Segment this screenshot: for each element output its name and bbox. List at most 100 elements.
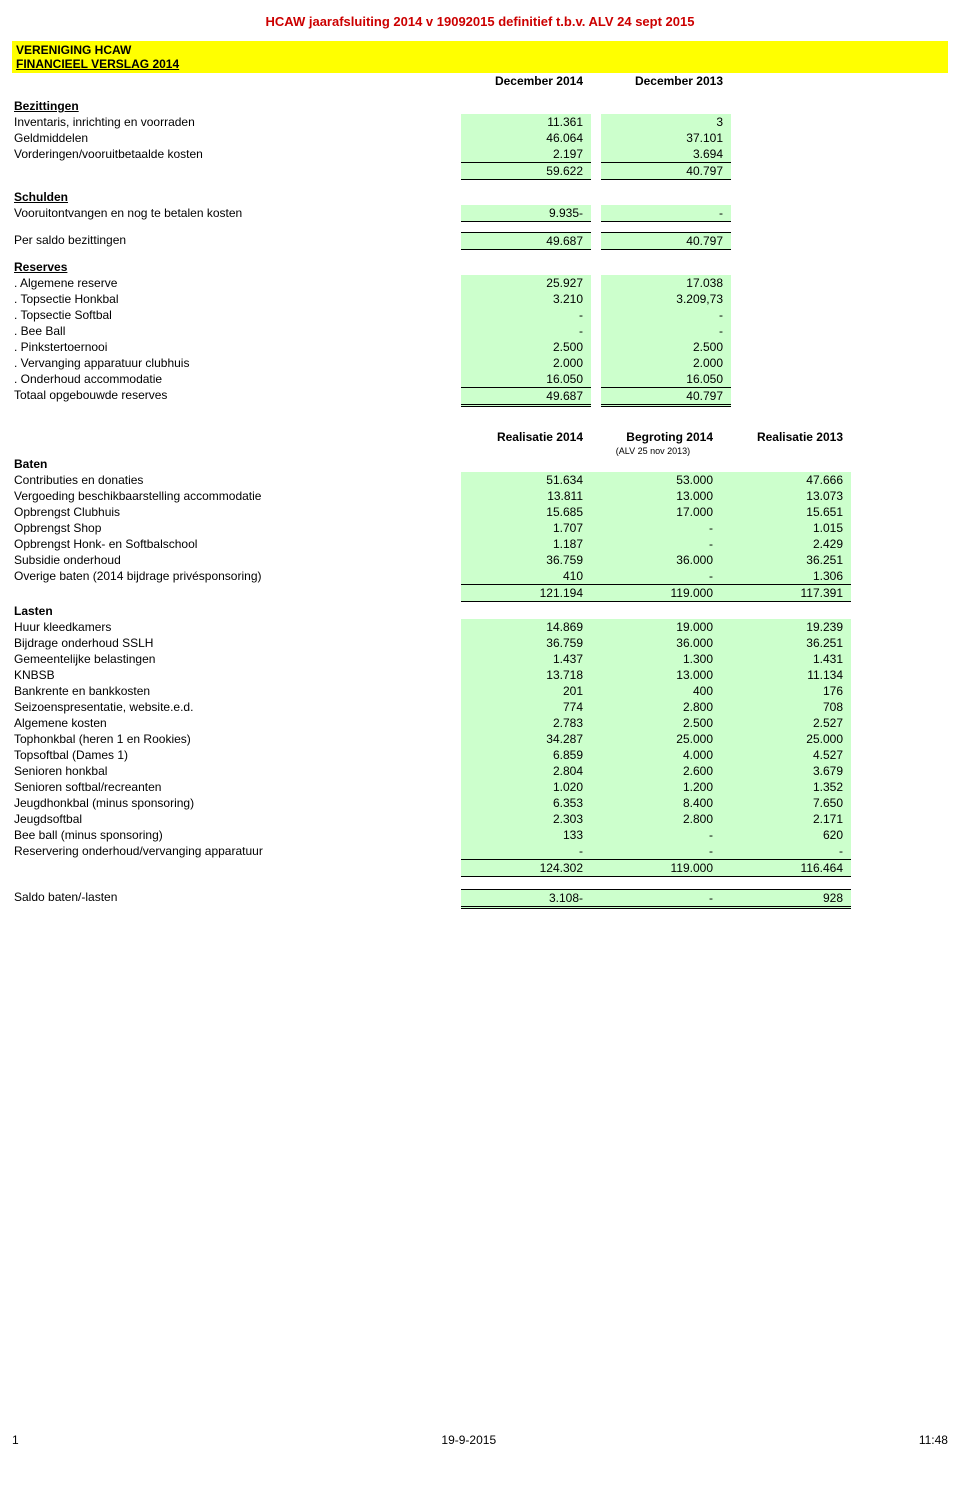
row-label: Vergoeding beschikbaarstelling accommoda… (12, 488, 461, 504)
value-cell: 1.352 (721, 779, 851, 795)
table-row: Vorderingen/vooruitbetaalde kosten 2.197… (12, 146, 948, 162)
table-row: Opbrengst Clubhuis 15.685 17.000 15.651 (12, 504, 948, 520)
value-cell: 37.101 (601, 130, 731, 146)
row-label: Seizoenspresentatie, website.e.d. (12, 699, 461, 715)
table-row: . Algemene reserve 25.927 17.038 (12, 275, 948, 291)
section-baten: Baten (12, 457, 461, 472)
value-cell: 53.000 (591, 472, 721, 488)
value-cell: 14.869 (461, 619, 591, 635)
value-cell: 6.859 (461, 747, 591, 763)
footer-time: 11:48 (919, 1433, 948, 1447)
value-cell: 36.759 (461, 635, 591, 651)
total-cell: 59.622 (461, 162, 591, 180)
value-cell: - (461, 307, 591, 323)
total-cell: 117.391 (721, 584, 851, 602)
value-cell: 4.000 (591, 747, 721, 763)
value-cell: 1.437 (461, 651, 591, 667)
table-row: Bankrente en bankkosten201400176 (12, 683, 948, 699)
bezittingen-total: 59.622 40.797 (12, 162, 948, 180)
row-label: Opbrengst Shop (12, 520, 461, 536)
row-label: . Pinkstertoernooi (12, 339, 461, 355)
row-label: . Bee Ball (12, 323, 461, 339)
top-col-headers: December 2014 December 2013 (12, 73, 948, 89)
value-cell: - (591, 536, 721, 552)
total-cell: 40.797 (601, 162, 731, 180)
value-cell: - (591, 568, 721, 584)
value-cell: 13.811 (461, 488, 591, 504)
value-cell: 2.500 (461, 339, 591, 355)
row-label: Huur kleedkamers (12, 619, 461, 635)
value-cell: - (591, 827, 721, 843)
table-row: Tophonkbal (heren 1 en Rookies)34.28725.… (12, 731, 948, 747)
table-row: Vergoeding beschikbaarstelling accommoda… (12, 488, 948, 504)
table-row: Jeugdhonkbal (minus sponsoring)6.3538.40… (12, 795, 948, 811)
row-label: KNBSB (12, 667, 461, 683)
total-cell: 119.000 (591, 859, 721, 877)
value-cell: 19.239 (721, 619, 851, 635)
value-cell: 3.209,73 (601, 291, 731, 307)
value-cell: 9.935- (461, 205, 591, 222)
value-cell: 2.171 (721, 811, 851, 827)
value-cell: - (591, 520, 721, 536)
table-row: Seizoenspresentatie, website.e.d.7742.80… (12, 699, 948, 715)
row-label: Subsidie onderhoud (12, 552, 461, 568)
table-row: Reservering onderhoud/vervanging apparat… (12, 843, 948, 859)
footer-date: 19-9-2015 (441, 1433, 496, 1447)
total-cell: 121.194 (461, 584, 591, 602)
table-row: Geldmiddelen 46.064 37.101 (12, 130, 948, 146)
row-label: Jeugdhonkbal (minus sponsoring) (12, 795, 461, 811)
total-cell: 49.687 (461, 232, 591, 250)
table-row: Bijdrage onderhoud SSLH36.75936.00036.25… (12, 635, 948, 651)
value-cell: 1.306 (721, 568, 851, 584)
table-row: Gemeentelijke belastingen1.4371.3001.431 (12, 651, 948, 667)
table-row: Vooruitontvangen en nog te betalen koste… (12, 205, 948, 222)
value-cell: 1.020 (461, 779, 591, 795)
table-row: . Topsectie Honkbal 3.210 3.209,73 (12, 291, 948, 307)
value-cell: 51.634 (461, 472, 591, 488)
value-cell: 36.759 (461, 552, 591, 568)
value-cell: 17.038 (601, 275, 731, 291)
report-title: FINANCIEEL VERSLAG 2014 (16, 57, 944, 71)
table-row: Algemene kosten2.7832.5002.527 (12, 715, 948, 731)
row-label: Opbrengst Clubhuis (12, 504, 461, 520)
three-col-subheader: (ALV 25 nov 2013) (12, 445, 948, 457)
reserves-total: Totaal opgebouwde reserves 49.687 40.797 (12, 387, 948, 407)
row-label: Totaal opgebouwde reserves (12, 387, 461, 407)
value-cell: 19.000 (591, 619, 721, 635)
row-label: Jeugdsoftbal (12, 811, 461, 827)
section-schulden: Schulden (12, 180, 461, 205)
value-cell: 1.200 (591, 779, 721, 795)
value-cell: 1.300 (591, 651, 721, 667)
col-header-2: December 2013 (601, 73, 731, 89)
value-cell: 708 (721, 699, 851, 715)
value-cell: 36.251 (721, 552, 851, 568)
table-row: Huur kleedkamers14.86919.00019.239 (12, 619, 948, 635)
table-row: Senioren softbal/recreanten1.0201.2001.3… (12, 779, 948, 795)
table-row: . Onderhoud accommodatie 16.050 16.050 (12, 371, 948, 387)
col-header-2: Begroting 2014 (591, 429, 721, 445)
value-cell: 47.666 (721, 472, 851, 488)
page-footer: 1 19-9-2015 11:48 (0, 1429, 960, 1451)
value-cell: - (601, 307, 731, 323)
value-cell: 46.064 (461, 130, 591, 146)
doc-title: HCAW jaarafsluiting 2014 v 19092015 defi… (12, 8, 948, 41)
title-band: VERENIGING HCAW FINANCIEEL VERSLAG 2014 (12, 41, 948, 73)
table-row: Bee ball (minus sponsoring)133-620 (12, 827, 948, 843)
per-saldo-row: Per saldo bezittingen 49.687 40.797 (12, 232, 948, 250)
row-label: Opbrengst Honk- en Softbalschool (12, 536, 461, 552)
value-cell: 34.287 (461, 731, 591, 747)
value-cell: 25.927 (461, 275, 591, 291)
value-cell: 36.000 (591, 635, 721, 651)
total-cell: 49.687 (461, 387, 591, 407)
table-row: . Pinkstertoernooi 2.500 2.500 (12, 339, 948, 355)
row-label: Bee ball (minus sponsoring) (12, 827, 461, 843)
row-label: Per saldo bezittingen (12, 232, 461, 250)
value-cell: 2.804 (461, 763, 591, 779)
value-cell: 2.800 (591, 699, 721, 715)
row-label: Bankrente en bankkosten (12, 683, 461, 699)
value-cell: 2.800 (591, 811, 721, 827)
row-label: Vorderingen/vooruitbetaalde kosten (12, 146, 461, 162)
value-cell: 7.650 (721, 795, 851, 811)
value-cell: 3.679 (721, 763, 851, 779)
value-cell: 201 (461, 683, 591, 699)
